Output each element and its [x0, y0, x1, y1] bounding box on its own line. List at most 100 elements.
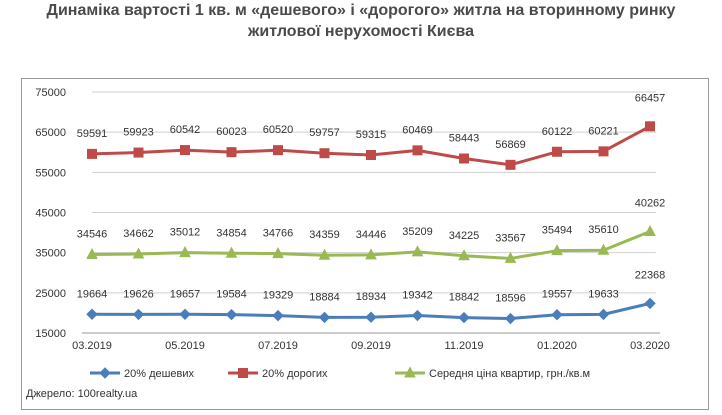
data-label: 19633	[588, 288, 619, 300]
data-label: 58443	[449, 133, 480, 145]
data-label: 19626	[123, 288, 154, 300]
data-point-2	[365, 248, 377, 260]
data-label: 60520	[263, 124, 294, 136]
data-label: 59923	[123, 127, 154, 139]
data-point-2	[318, 248, 331, 260]
data-label: 34766	[263, 228, 294, 240]
data-point-0	[551, 308, 563, 321]
data-point-2	[411, 245, 424, 257]
data-label: 56869	[495, 139, 526, 151]
chart-title-line-2: житлової нерухомості Києва	[248, 23, 474, 40]
data-label: 19584	[216, 289, 247, 301]
data-point-0	[458, 311, 470, 324]
data-label: 66457	[635, 92, 666, 104]
data-label: 19664	[77, 288, 108, 300]
legend-marker-0	[99, 367, 111, 379]
data-label: 19557	[542, 289, 573, 301]
data-point-0	[318, 311, 331, 324]
y-tick-label: 65000	[35, 127, 66, 139]
data-label: 60469	[402, 124, 433, 136]
data-label: 60221	[588, 125, 619, 137]
data-label: 35494	[542, 225, 573, 237]
x-tick-label: 11.2019	[445, 340, 484, 352]
x-tick-label: 01.2020	[537, 340, 577, 352]
chart-title: Динаміка вартості 1 кв. м «дешевого» і «…	[0, 0, 722, 52]
data-point-2	[225, 246, 238, 258]
data-point-1	[366, 150, 376, 161]
y-tick-label: 35000	[35, 248, 66, 260]
data-point-2	[551, 244, 563, 256]
x-tick-label: 03.2020	[630, 340, 670, 352]
legend-label: 20% дешевих	[124, 368, 195, 380]
data-point-0	[365, 311, 377, 323]
data-point-0	[132, 308, 145, 321]
data-point-1	[319, 148, 330, 159]
y-tick-label: 45000	[35, 208, 66, 220]
source-note: Джерело: 100realty.ua	[26, 388, 138, 400]
chart-title-line-1: Динаміка вартості 1 кв. м «дешевого» і «…	[46, 2, 676, 19]
y-tick-label: 25000	[35, 288, 66, 300]
data-point-0	[272, 309, 284, 322]
x-tick-label: 03.2019	[72, 340, 112, 352]
data-point-0	[411, 309, 424, 322]
data-point-0	[179, 308, 191, 321]
y-tick-label: 75000	[35, 87, 66, 99]
data-point-2	[504, 251, 517, 263]
data-point-1	[645, 121, 655, 132]
data-label: 34546	[77, 228, 108, 240]
data-point-1	[598, 146, 609, 157]
data-point-0	[86, 308, 98, 320]
data-point-0	[644, 297, 656, 310]
data-label: 18884	[309, 291, 340, 303]
data-label: 60542	[170, 124, 201, 136]
data-label: 33567	[495, 232, 526, 244]
data-point-2	[644, 224, 656, 237]
data-label: 60023	[216, 126, 247, 138]
data-point-1	[133, 147, 144, 158]
data-label: 18934	[356, 291, 387, 303]
data-label: 34854	[216, 227, 247, 239]
data-point-1	[226, 147, 237, 158]
data-point-2	[86, 247, 98, 259]
data-point-2	[272, 247, 284, 259]
data-label: 59757	[309, 127, 340, 139]
data-label: 22368	[635, 269, 666, 281]
data-label: 34225	[449, 230, 480, 242]
x-tick-label: 07.2019	[258, 340, 298, 352]
data-point-2	[179, 246, 191, 258]
data-label: 18596	[495, 293, 526, 305]
data-label: 19329	[263, 290, 294, 302]
data-label: 35012	[170, 227, 201, 239]
data-point-1	[459, 153, 469, 164]
data-point-1	[505, 159, 516, 170]
data-label: 34446	[356, 229, 387, 241]
data-point-1	[552, 146, 562, 157]
data-point-1	[412, 145, 423, 156]
data-label: 19657	[170, 288, 201, 300]
data-label: 40262	[635, 198, 666, 210]
x-tick-label: 05.2019	[165, 340, 205, 352]
data-point-1	[87, 148, 97, 159]
x-tick-label: 09.2019	[351, 340, 391, 352]
data-label: 35209	[402, 226, 433, 238]
legend-marker-1	[238, 368, 248, 378]
data-label: 18842	[449, 292, 480, 304]
data-point-0	[597, 308, 610, 321]
chart-frame	[21, 78, 709, 410]
data-point-1	[273, 145, 283, 156]
data-label: 60122	[542, 126, 573, 138]
data-label: 19342	[402, 290, 433, 302]
y-tick-label: 15000	[35, 328, 66, 340]
legend-label: Середня ціна квартир, грн./кв.м	[429, 368, 590, 380]
data-point-1	[180, 145, 190, 156]
data-label: 34662	[123, 228, 154, 240]
data-label: 59591	[77, 128, 108, 140]
data-point-2	[597, 243, 610, 255]
data-label: 34359	[309, 229, 340, 241]
data-point-0	[225, 308, 238, 321]
y-tick-label: 55000	[35, 167, 66, 179]
legend-marker-2	[404, 366, 416, 378]
data-label: 35610	[588, 224, 619, 236]
data-label: 59315	[356, 129, 387, 141]
